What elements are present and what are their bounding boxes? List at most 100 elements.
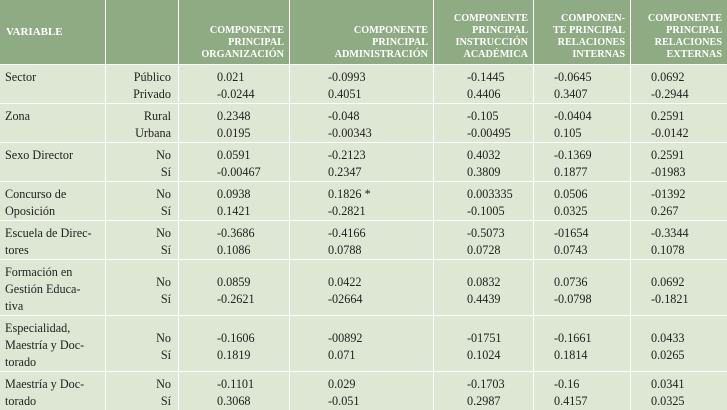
value-cell: -0.105 -0.00495 xyxy=(434,103,534,142)
value: -0.0142 xyxy=(651,126,689,140)
variable-label: Maestría y Doc- xyxy=(5,338,85,352)
value: -01654 xyxy=(554,226,589,240)
value: -01751 xyxy=(467,331,502,345)
value-cell: 0.003335 -0.1005 xyxy=(434,181,534,220)
value-cell: -0.0404 0.105 xyxy=(534,103,631,142)
category-label: No xyxy=(156,377,171,391)
value: 0.0938 xyxy=(217,187,251,201)
value-cell: -0.1369 0.1877 xyxy=(534,142,631,181)
value: 0.4051 xyxy=(328,87,362,101)
value: -0.00467 xyxy=(217,165,261,179)
value: -0.0404 xyxy=(554,109,592,123)
value-cell: 0.0591 -0.00467 xyxy=(179,142,290,181)
value-cell: -01392 0.267 xyxy=(631,181,727,220)
value: -0.3344 xyxy=(651,226,689,240)
value: -0.1101 xyxy=(217,377,255,391)
category-cell: No Sí xyxy=(106,220,179,259)
variable-label: Oposición xyxy=(5,204,56,218)
value-cell: 0.0692 -0.2944 xyxy=(631,64,727,103)
value: -0.1369 xyxy=(554,148,592,162)
value: 0.0195 xyxy=(217,126,251,140)
header-line: ADMINISTRACIÓN xyxy=(334,49,428,60)
value-cell: 0.4032 0.3809 xyxy=(434,142,534,181)
value-cell: 0.0736 -0.0798 xyxy=(534,259,631,315)
header-component-4: COMPONEN- TE PRINCIPAL RELACIONES INTERNAS xyxy=(534,0,631,64)
value: -0.16 xyxy=(554,377,580,391)
table-body: Sector Público Privado 0.021 -0.0244 -0.0993 0… xyxy=(0,64,727,410)
category-label: Sí xyxy=(160,165,171,179)
value: -0.1661 xyxy=(554,331,592,345)
value-cell: -0.1703 0.2987 xyxy=(434,371,534,410)
table-row: Concurso de Oposición No Sí 0.0938 0.1421 0.18… xyxy=(0,181,727,220)
value: 0.267 xyxy=(651,204,679,218)
value: -0.2123 xyxy=(328,148,366,162)
value-cell: 0.2591 -0.0142 xyxy=(631,103,727,142)
value: -0.2944 xyxy=(651,87,689,101)
value-cell: -01654 0.0743 xyxy=(534,220,631,259)
value: 0.0728 xyxy=(467,243,501,257)
header-line: COMPONENTE xyxy=(353,25,428,36)
variable-cell: Sector xyxy=(0,64,106,103)
value: -0.2821 xyxy=(328,204,366,218)
header-line: EXTERNAS xyxy=(666,49,722,60)
value: 0.1826 * xyxy=(328,187,371,201)
value-cell: -0.1661 0.1814 xyxy=(534,315,631,371)
value: -0.105 xyxy=(467,109,499,123)
value: -00892 xyxy=(328,331,363,345)
value-cell: 0.2348 0.0195 xyxy=(179,103,290,142)
value: 0.0325 xyxy=(554,204,588,218)
header-line: INTERNAS xyxy=(572,49,625,60)
variable-cell: Escuela de Direc-tores xyxy=(0,220,106,259)
header-line: PRINCIPAL xyxy=(372,37,428,48)
value: 0.0433 xyxy=(651,331,685,345)
value: 0.0692 xyxy=(651,70,685,84)
value: -0.0645 xyxy=(554,70,592,84)
category-label: Sí xyxy=(160,243,171,257)
header-line: PRINCIPAL xyxy=(472,25,528,36)
header-component-5: COMPONENTE PRINCIPAL RELACIONES EXTERNAS xyxy=(631,0,727,64)
table-row: Maestría y Doc-torado No Sí -0.1101 0.3068 0.… xyxy=(0,371,727,410)
header-row: VARIABLE COMPONENTE PRINCIPAL ORGANIZACIÓN C… xyxy=(0,0,727,64)
value: 0.2591 xyxy=(651,148,685,162)
value-cell: 0.0859 -0.2621 xyxy=(179,259,290,315)
value: -0.1445 xyxy=(467,70,505,84)
value: 0.029 xyxy=(328,377,356,391)
value-cell: -0.1445 0.4406 xyxy=(434,64,534,103)
value: -0.2621 xyxy=(217,292,255,306)
category-label: No xyxy=(156,148,171,162)
value: 0.3809 xyxy=(467,165,501,179)
value: -0.0798 xyxy=(554,292,592,306)
value: 0.0743 xyxy=(554,243,588,257)
category-cell: No Sí xyxy=(106,142,179,181)
category-label: No xyxy=(156,275,171,289)
value: -0.00495 xyxy=(467,126,511,140)
header-line: COMPONENTE xyxy=(453,13,528,24)
value: 0.0859 xyxy=(217,275,251,289)
value-cell: -0.1101 0.3068 xyxy=(179,371,290,410)
value: -01983 xyxy=(651,165,686,179)
header-line: TE PRINCIPAL xyxy=(553,25,625,36)
header-line: COMPONENTE xyxy=(647,13,722,24)
category-cell: No Sí xyxy=(106,371,179,410)
variable-label: Maestría y Doc- xyxy=(5,377,85,391)
variable-cell: Formación en Gestión Educa-tiva xyxy=(0,259,106,315)
header-variable: VARIABLE xyxy=(0,0,106,64)
value: 0.2347 xyxy=(328,165,362,179)
category-cell: Rural Urbana xyxy=(106,103,179,142)
value: -0.4166 xyxy=(328,226,366,240)
variable-label: tores xyxy=(5,243,29,257)
category-label: Rural xyxy=(143,109,171,123)
value-cell: -0.16 0.4157 xyxy=(534,371,631,410)
category-label: Sí xyxy=(160,394,171,408)
value: 0.4439 xyxy=(467,292,501,306)
value-cell: 0.1826 * -0.2821 xyxy=(290,181,434,220)
variable-cell: Zona xyxy=(0,103,106,142)
value-cell: -0.3344 0.1078 xyxy=(631,220,727,259)
value: -0.0244 xyxy=(217,87,255,101)
value-cell: -0.5073 0.0728 xyxy=(434,220,534,259)
value-cell: 0.0832 0.4439 xyxy=(434,259,534,315)
category-cell: No Sí xyxy=(106,259,179,315)
value: 0.0341 xyxy=(651,377,685,391)
variable-label: Sector xyxy=(5,70,37,84)
